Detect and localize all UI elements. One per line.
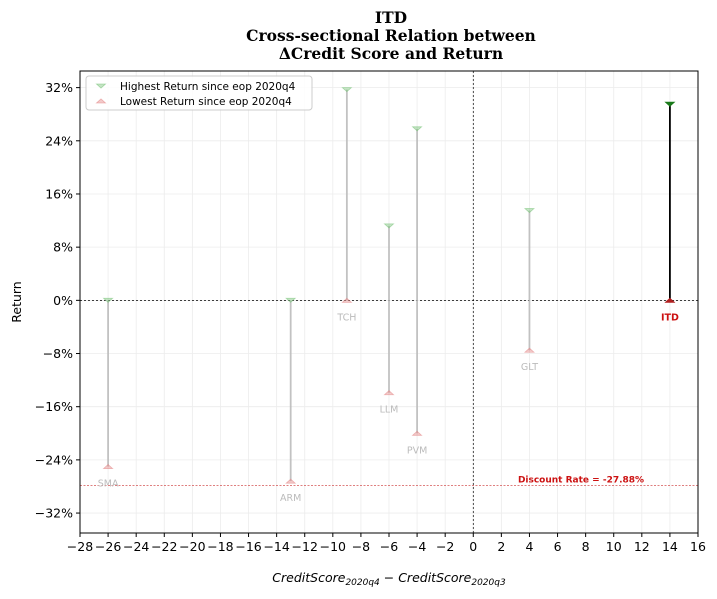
- y-axis-label: Return: [9, 281, 24, 322]
- x-axis-label-minus: −: [380, 570, 398, 585]
- low-marker-sma: [102, 463, 114, 469]
- chart-title-line: Cross-sectional Relation between: [246, 26, 536, 45]
- x-tick-label: −8: [352, 539, 370, 554]
- legend-marker-highest: [95, 83, 107, 89]
- x-tick-label: 10: [606, 539, 622, 554]
- x-tick-label: −6: [380, 539, 398, 554]
- y-tick-label: −32%: [35, 506, 73, 521]
- x-tick-label: −4: [408, 539, 426, 554]
- y-tick-label: −16%: [35, 399, 73, 414]
- y-tick-label: 24%: [45, 133, 73, 148]
- x-tick-label: −12: [292, 539, 318, 554]
- y-tick-label: 0%: [53, 293, 73, 308]
- x-tick-label: −2: [436, 539, 454, 554]
- x-tick-label: 8: [582, 539, 590, 554]
- x-axis-label-sub2: 2020q3: [471, 578, 506, 588]
- point-label-arm: ARM: [280, 493, 301, 504]
- legend-box: [85, 75, 313, 111]
- low-marker-tch: [341, 297, 353, 303]
- x-tick-label: −24: [123, 539, 149, 554]
- legend-label-highest: Highest Return since eop 2020q4: [120, 81, 296, 93]
- high-marker-tch: [341, 87, 353, 93]
- x-tick-label: 0: [469, 539, 477, 554]
- x-axis-label: CreditScore2020q4 − CreditScore2020q3: [272, 570, 506, 588]
- x-tick-label: 16: [690, 539, 706, 554]
- x-tick-label: 14: [662, 539, 678, 554]
- x-axis-label-term1: CreditScore: [272, 570, 345, 585]
- chart-title-line: ITD: [375, 8, 407, 27]
- high-marker-itd: [664, 101, 676, 107]
- x-tick-label: −18: [207, 539, 233, 554]
- chart-title-line: ΔCredit Score and Return: [279, 44, 503, 63]
- legend: Highest Return since eop 2020q4 Lowest Re…: [85, 75, 313, 111]
- y-tick-label: −24%: [35, 452, 73, 467]
- low-marker-itd: [664, 297, 676, 303]
- high-marker-llm: [383, 223, 395, 229]
- point-label-itd: ITD: [661, 312, 679, 323]
- high-marker-arm: [285, 297, 297, 303]
- low-marker-llm: [383, 390, 395, 396]
- y-tick-label: 16%: [45, 186, 73, 201]
- low-marker-pvm: [411, 430, 423, 436]
- x-tick-label: 12: [634, 539, 650, 554]
- point-label-glt: GLT: [521, 362, 538, 373]
- high-marker-sma: [102, 297, 114, 303]
- x-axis-label-sub1: 2020q4: [345, 578, 380, 588]
- x-tick-label: −26: [95, 539, 121, 554]
- legend-label-lowest: Lowest Return since eop 2020q4: [120, 96, 292, 108]
- x-tick-label: −20: [179, 539, 205, 554]
- x-tick-label: −16: [235, 539, 261, 554]
- x-tick-label: 2: [497, 539, 505, 554]
- point-label-llm: LLM: [380, 405, 399, 416]
- data-marks: SMA ARM TCH LLM PVM GLT ITD: [98, 87, 679, 504]
- y-axis: 32% 24% 16% 8% 0% −8% −16% −24% −32%: [35, 80, 80, 521]
- x-axis: −28 −26 −24 −22 −20 −18 −16 −14 −12 −10 −8 −6 −4 −2 0 2…: [67, 533, 706, 554]
- x-tick-label: 6: [554, 539, 562, 554]
- x-axis-label-term2: CreditScore: [398, 570, 471, 585]
- x-tick-label: 4: [525, 539, 533, 554]
- low-marker-arm: [285, 478, 297, 484]
- point-label-tch: TCH: [336, 312, 356, 323]
- x-tick-label: −22: [151, 539, 177, 554]
- x-tick-label: −28: [67, 539, 93, 554]
- high-marker-pvm: [411, 126, 423, 132]
- y-tick-label: 8%: [53, 240, 73, 255]
- high-marker-glt: [523, 208, 535, 214]
- point-label-sma: SMA: [98, 479, 119, 490]
- x-tick-label: −10: [320, 539, 346, 554]
- y-tick-label: −8%: [43, 346, 73, 361]
- low-marker-glt: [523, 347, 535, 353]
- x-tick-label: −14: [263, 539, 289, 554]
- legend-marker-lowest: [95, 98, 107, 104]
- point-label-pvm: PVM: [407, 445, 427, 456]
- y-tick-label: 32%: [45, 80, 73, 95]
- discount-rate-label: Discount Rate = -27.88%: [518, 476, 644, 486]
